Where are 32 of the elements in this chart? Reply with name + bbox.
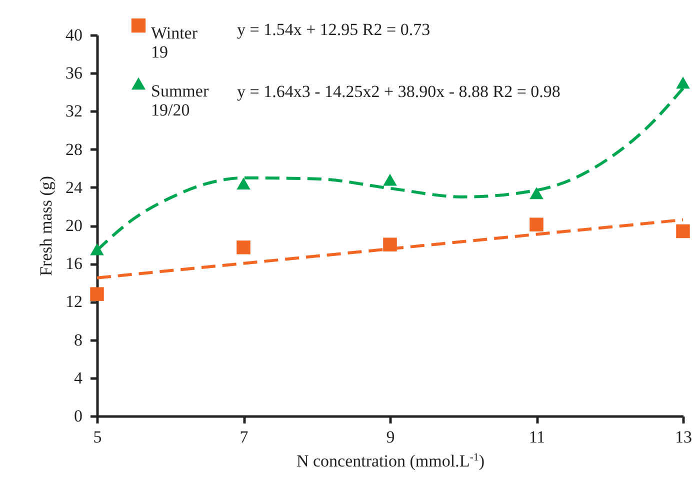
y-tick-label: 20: [66, 216, 82, 235]
x-axis-title: N concentration (mmol.L$^{-1}$): [296, 452, 485, 470]
point: [236, 178, 250, 190]
point: [90, 243, 104, 256]
point: [676, 76, 690, 89]
x-tick-label: 9: [386, 428, 395, 446]
y-tick-label: 16: [66, 254, 82, 274]
point: [90, 287, 104, 301]
point: [676, 224, 690, 238]
y-tick-label: 28: [66, 140, 82, 159]
y-tick-label: 36: [66, 64, 82, 83]
point: [530, 218, 544, 232]
point: [236, 240, 250, 254]
x-tick-label: 11: [528, 428, 546, 446]
y-tick-label: 8: [74, 330, 82, 350]
annotation: y = 1.54x + 12.95 R2 = 0.73: [237, 20, 430, 39]
y-tick-label: 24: [66, 178, 83, 197]
x-tick-label: 5: [93, 428, 102, 446]
annotation: y = 1.64x3 - 14.25x2 + 38.90x - 8.88 R2 = 0.98: [237, 82, 560, 101]
y-tick-label: 40: [66, 26, 82, 44]
y-tick-label: 4: [74, 368, 83, 388]
y-tick-label: 0: [74, 406, 82, 426]
legend-label: Winter 19: [151, 24, 198, 62]
point: [530, 187, 544, 200]
legend-label: Summer 19/20: [151, 82, 209, 120]
x-tick-label: 7: [240, 428, 249, 446]
y-tick-label: 12: [66, 292, 82, 312]
point: [383, 238, 397, 252]
x-tick-label: 13: [675, 428, 692, 446]
y-tick-label: 32: [66, 102, 82, 121]
point: [383, 174, 397, 186]
y-axis-title: Fresh mass (g): [36, 176, 56, 276]
